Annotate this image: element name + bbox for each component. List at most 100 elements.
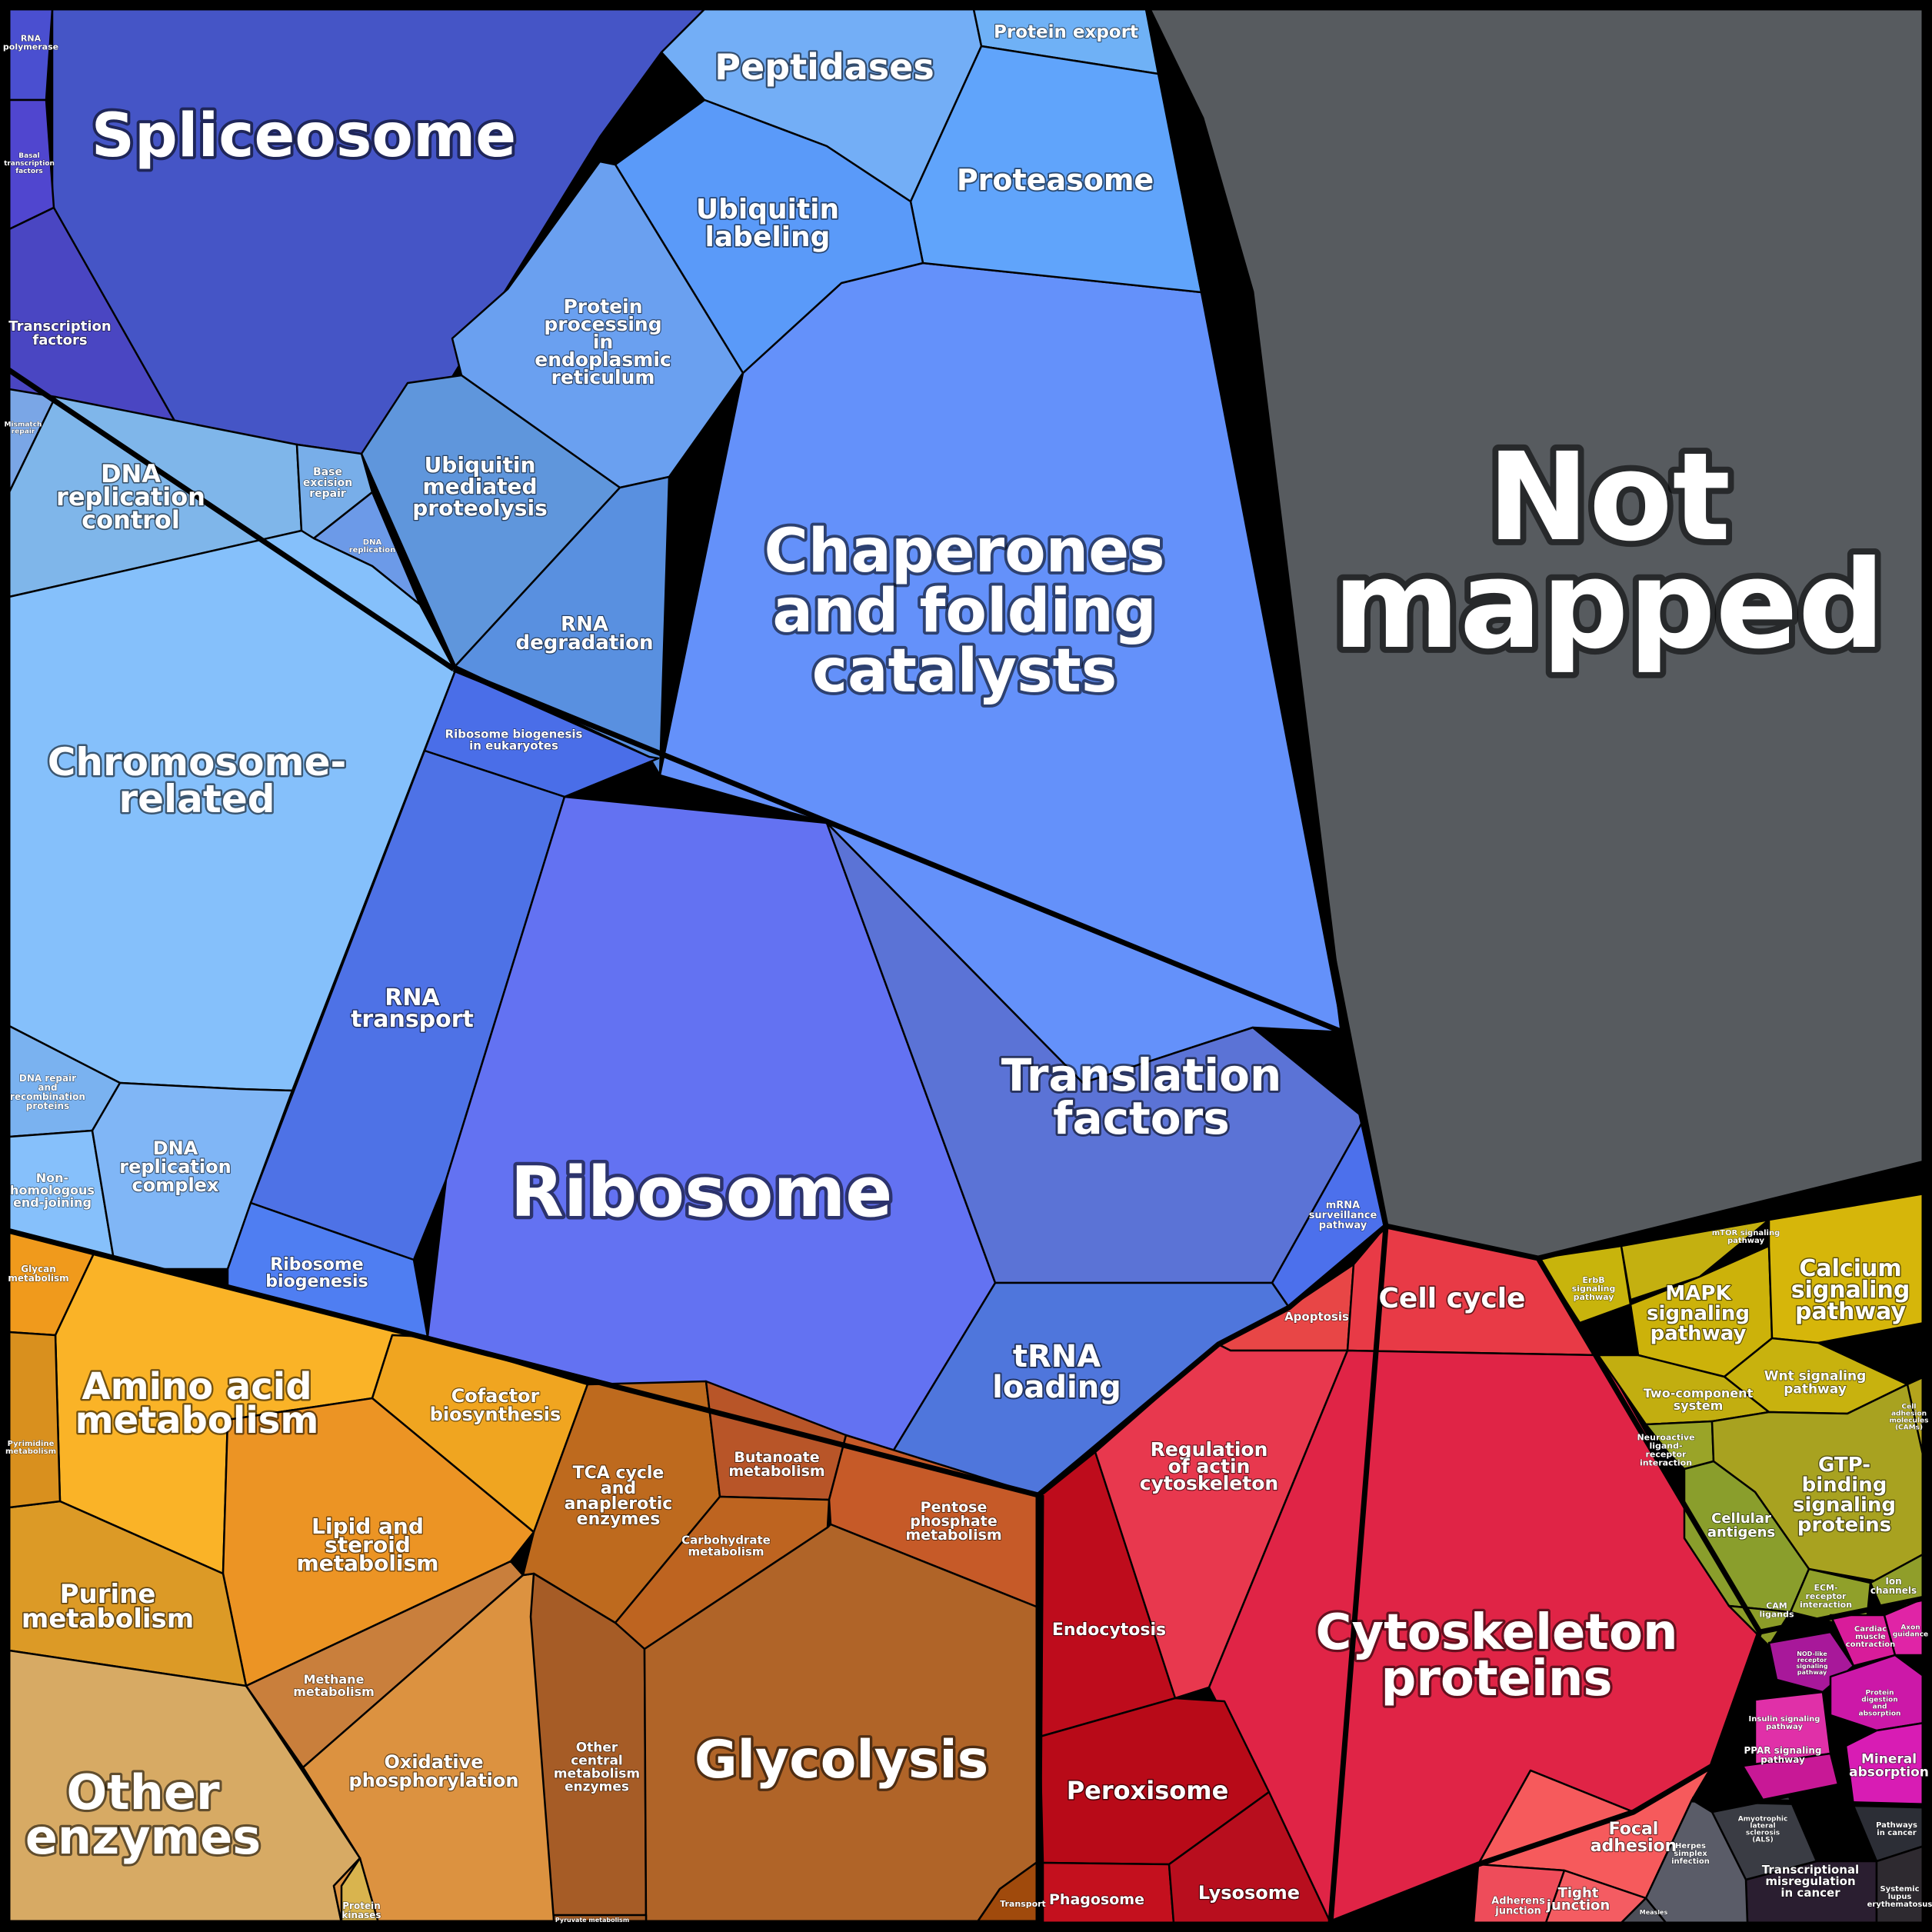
label-adherens-junction: Adherens junction — [1491, 1895, 1545, 1917]
label-line: Cell — [1902, 1403, 1917, 1411]
label-line: Cardiac — [1854, 1625, 1887, 1634]
cell-rna-polymerase — [8, 8, 54, 102]
label-line: Transcriptional — [1762, 1863, 1859, 1877]
label-line: factors — [15, 168, 43, 175]
label-line: signaling — [1791, 1277, 1910, 1304]
label-line: metabolism — [293, 1684, 375, 1699]
label-lipid-steroid-metabolism: Lipid and steroid metabolism — [297, 1514, 439, 1576]
label-mtor-signaling: mTOR signaling pathway — [1712, 1229, 1780, 1245]
label-line: Systemic — [1880, 1885, 1919, 1894]
label-line: in cancer — [1780, 1886, 1840, 1900]
label-cell-adhesion-molecules: Cell adhesion molecules (CAMs) — [1889, 1403, 1928, 1431]
label-line: Peptidases — [715, 46, 934, 88]
label-line: Pyrimidine — [8, 1440, 55, 1448]
label-line: anaplerotic — [565, 1494, 673, 1514]
label-line: Calcium — [1799, 1255, 1901, 1282]
label-line: muscle — [1855, 1633, 1886, 1641]
label-line: DNA — [153, 1138, 198, 1159]
label-line: mediated — [422, 474, 537, 499]
label-line: cytoskeleton — [1140, 1472, 1278, 1494]
label-line: Lipid and — [311, 1514, 424, 1539]
label-cam-ligands: CAM ligands — [1759, 1601, 1794, 1620]
label-line: Endocytosis — [1052, 1621, 1166, 1640]
label-line: Spliceosome — [92, 102, 516, 171]
label-transcriptional-misregulation: Transcriptional misregulation in cancer — [1762, 1863, 1859, 1900]
label-line: steroid — [325, 1532, 411, 1557]
label-line: Ribosome — [511, 1152, 893, 1233]
label-line: Basal — [18, 152, 39, 160]
label-protein-export: Protein export — [994, 22, 1138, 42]
label-cellular-antigens: Cellular antigens — [1707, 1511, 1775, 1541]
label-other-central-metabolism: Other central metabolism enzymes — [554, 1740, 640, 1795]
group-boundary — [6, 367, 455, 671]
label-ribosome-biogenesis: Ribosome biogenesis — [265, 1255, 368, 1291]
label-line: biosynthesis — [430, 1404, 561, 1425]
label-line: factors — [32, 332, 87, 348]
label-line: Ribosome — [270, 1255, 363, 1274]
label-line: Ubiquitin — [696, 194, 839, 225]
label-calcium-signaling: Calcium signaling pathway — [1791, 1255, 1910, 1325]
label-line: Not — [1487, 427, 1730, 568]
label-line: proteolysis — [412, 495, 547, 521]
label-als: Amyotrophic lateral sclerosis (ALS) — [1738, 1815, 1788, 1844]
label-line: Translation — [1001, 1049, 1282, 1101]
label-butanoate-metabolism: Butanoate metabolism — [728, 1449, 824, 1480]
label-line: metabolism — [22, 1604, 194, 1634]
label-line: absorption — [1859, 1710, 1901, 1717]
group-boundary — [1691, 1797, 1925, 1809]
label-line: replication — [349, 546, 396, 555]
label-line: Apoptosis — [1284, 1310, 1349, 1324]
label-line: Proteasome — [957, 163, 1154, 197]
label-line: Glycolysis — [695, 1730, 988, 1790]
label-line: Phagosome — [1049, 1891, 1144, 1908]
label-line: and — [38, 1082, 57, 1093]
label-line: Pentose — [921, 1499, 988, 1516]
label-line: Mismatch — [5, 421, 42, 428]
label-line: Lysosome — [1198, 1882, 1300, 1904]
label-endocytosis: Endocytosis — [1052, 1621, 1166, 1640]
label-pathways-in-cancer: Pathways in cancer — [1876, 1821, 1917, 1837]
label-spliceosome: Spliceosome — [92, 102, 516, 171]
label-line: Neuroactive — [1637, 1433, 1694, 1443]
label-line: receptor — [1806, 1591, 1847, 1601]
label-line: mapped — [1333, 535, 1885, 676]
label-ion-channels: Ion channels — [1870, 1576, 1917, 1596]
label-line: DNA — [363, 538, 382, 547]
label-methane-metabolism: Methane metabolism — [293, 1672, 375, 1699]
label-two-component: Two-component system — [1644, 1386, 1754, 1413]
label-line: pathway — [1784, 1382, 1847, 1397]
label-insulin-signaling: Insulin signaling pathway — [1749, 1715, 1820, 1731]
label-other-enzymes: Other enzymes — [25, 1764, 261, 1865]
label-line: Insulin signaling — [1749, 1715, 1820, 1724]
label-cytoskeleton-proteins: Cytoskeleton proteins — [1315, 1604, 1677, 1707]
label-pentose-phosphate: Pentose phosphate metabolism — [905, 1499, 1001, 1544]
label-line: Peroxisome — [1067, 1776, 1229, 1805]
label-line: in cancer — [1877, 1829, 1917, 1837]
label-line: Adherens — [1491, 1895, 1545, 1907]
label-line: binding — [1802, 1474, 1887, 1497]
label-line: excision — [303, 477, 352, 489]
label-line: metabolism — [688, 1544, 764, 1558]
label-line: loading — [992, 1370, 1121, 1405]
label-line: contraction — [1846, 1641, 1896, 1649]
label-line: Amino acid — [82, 1365, 311, 1408]
label-line: Cell cycle — [1379, 1283, 1526, 1314]
label-line: in eukaryotes — [469, 738, 558, 752]
label-line: pathway — [1760, 1754, 1805, 1765]
label-line: enzymes — [565, 1780, 629, 1795]
label-line: Chromosome- — [48, 740, 347, 784]
label-ecm-receptor: ECM-receptor interaction — [1800, 1583, 1852, 1610]
group-boundary — [1759, 1595, 1925, 1635]
label-line: MAPK — [1665, 1282, 1731, 1305]
label-tight-junction: Tight junction — [1546, 1885, 1610, 1914]
label-line: phosphate — [910, 1513, 997, 1530]
label-mineral-absorption: Mineral absorption — [1849, 1752, 1929, 1780]
label-line: Cofactor — [451, 1385, 540, 1407]
label-peptidases: Peptidases — [715, 46, 934, 88]
label-nod-like-receptor: NOD-like receptor signaling pathway — [1796, 1651, 1828, 1676]
label-line: Pathways — [1876, 1821, 1917, 1830]
label-line: channels — [1870, 1585, 1917, 1596]
label-rna-polymerase: RNA polymerase — [3, 34, 58, 52]
group-boundary — [1329, 1257, 1763, 1926]
